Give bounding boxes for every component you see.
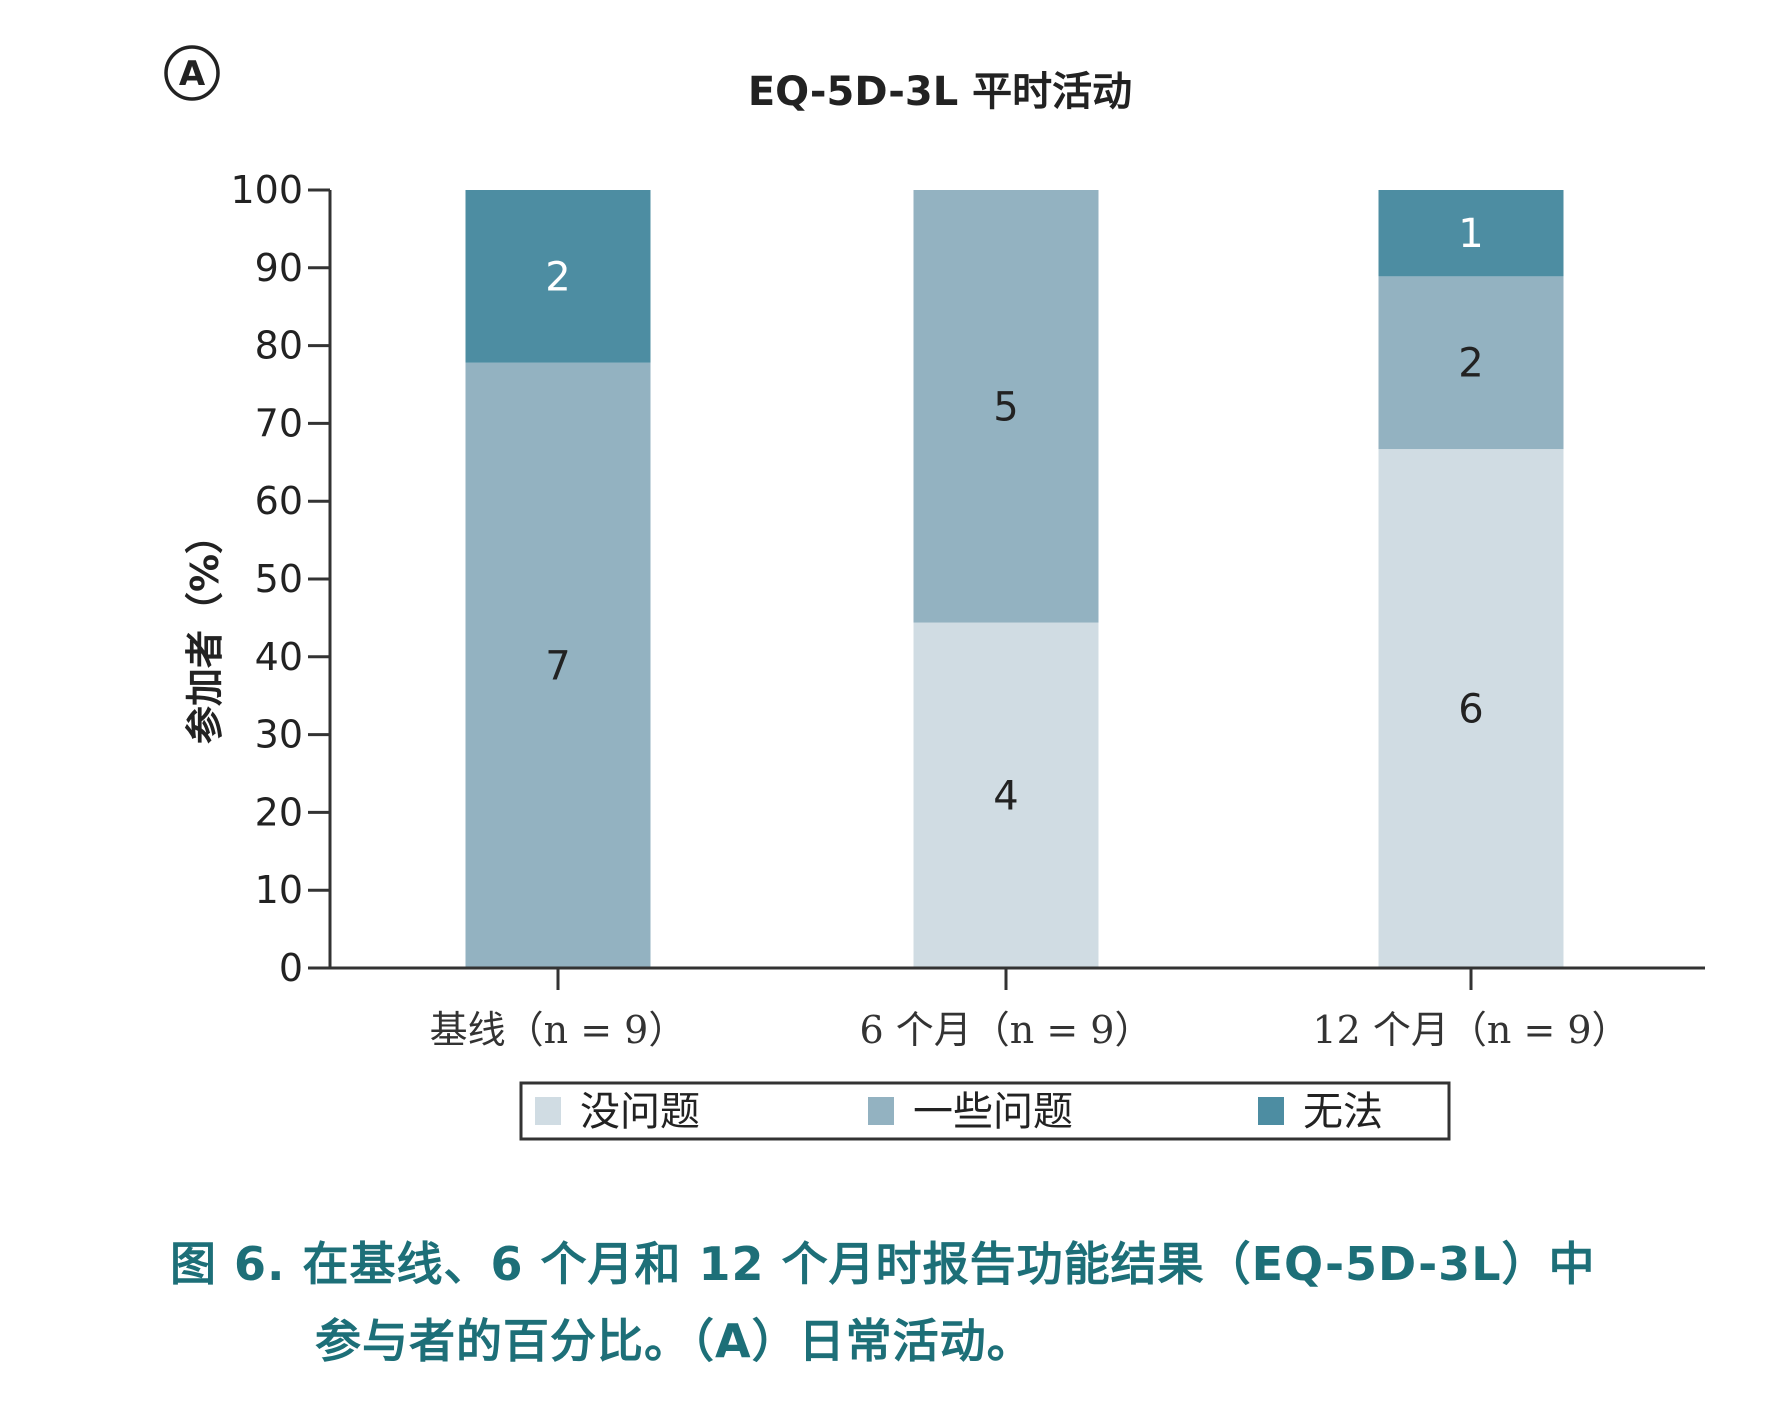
x-tick-label: 6 个月（n = 9） — [860, 1008, 1153, 1052]
y-tick-label: 50 — [255, 557, 303, 601]
bar-data-label: 2 — [1458, 341, 1483, 387]
y-tick-label: 0 — [279, 946, 303, 990]
bar-segment-2-1 — [913, 622, 1099, 968]
axes-layer: 0 10 20 30 40 50 60 70 80 90 100 基线（n = 9） 6 个月（n = … — [230, 168, 1705, 1052]
legend-box — [519, 1081, 1451, 1141]
y-tick-label: 80 — [255, 324, 303, 368]
panel-label-text: A — [179, 54, 206, 94]
y-tick-label: 40 — [255, 635, 303, 679]
chart-title: EQ-5D-3L 平时活动 — [748, 69, 1132, 115]
y-tick-label: 20 — [255, 790, 303, 834]
bar-segment-3-3 — [1378, 190, 1564, 277]
legend-label: 一些问题 — [913, 1089, 1073, 1135]
x-tick-label: 基线（n = 9） — [430, 1008, 687, 1052]
bar-data-label: 7 — [545, 643, 570, 689]
y-tick-label: 70 — [255, 401, 303, 445]
stacked-bar-chart: EQ-5D-3L 平时活动 7 2 4 5 6 2 1 0 10 20 30 40 50 60 70 80 9… — [183, 69, 1705, 1141]
bar-data-label: 1 — [1458, 211, 1483, 257]
bars-layer: 7 2 4 5 6 2 1 — [465, 190, 1564, 969]
x-tick-label: 12 个月（n = 9） — [1312, 1008, 1629, 1052]
bar-segment-1-3 — [465, 190, 651, 363]
legend-swatch — [1258, 1097, 1284, 1125]
y-tick-label: 90 — [255, 246, 303, 290]
legend-swatch — [535, 1097, 561, 1125]
y-tick-label: 30 — [255, 713, 303, 757]
bar-segment-3-1 — [1378, 449, 1564, 969]
bar-data-label: 5 — [993, 384, 1018, 430]
y-axis-label: 参加者（%） — [183, 516, 227, 744]
figure-caption-line2: 参与者的百分比。（A）日常活动。 — [315, 1314, 1034, 1368]
legend-label: 无法 — [1303, 1089, 1383, 1135]
panel-label: A — [163, 44, 221, 102]
bar-segment-3-2 — [1378, 276, 1564, 450]
y-tick-label: 60 — [255, 479, 303, 523]
y-tick-label: 10 — [255, 868, 303, 912]
figure-caption-line1: 图 6. 在基线、6 个月和 12 个月时报告功能结果（EQ-5D-3L）中 — [170, 1237, 1596, 1291]
legend: 没问题 一些问题 无法 — [519, 1081, 1451, 1141]
bar-data-label: 4 — [993, 773, 1018, 819]
bar-segment-2-2 — [913, 190, 1099, 623]
bar-data-label: 2 — [545, 254, 570, 300]
legend-label: 没问题 — [580, 1089, 700, 1135]
y-tick-label: 100 — [230, 168, 303, 212]
bar-segment-1-2 — [465, 362, 651, 968]
bar-data-label: 6 — [1458, 687, 1483, 733]
legend-swatch — [868, 1097, 894, 1125]
